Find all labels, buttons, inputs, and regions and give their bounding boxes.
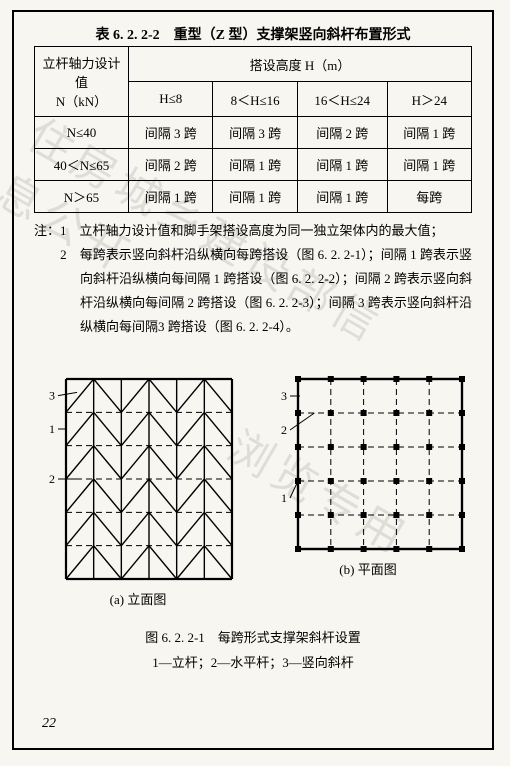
cell: 间隔 1 跨 [213,149,297,181]
col-h2: 8＜H≤16 [213,82,297,117]
table-title: 表 6. 2. 2-2 重型（Z 型）支撑架竖向斜杆布置形式 [34,18,472,46]
plan-svg: 3 2 1 [270,373,466,553]
col-h3: 16＜H≤24 [297,82,387,117]
note-2: 2 每跨表示竖向斜杆沿纵横向每跨搭设（图 6. 2. 2-1）；间隔 1 跨表示… [34,243,472,339]
figure-title: 图 6. 2. 2-1 每跨形式支撑架斜杆设置 [34,626,472,651]
cell: 间隔 1 跨 [387,149,471,181]
col-h4: H＞24 [387,82,471,117]
cell: 间隔 3 跨 [129,117,213,149]
svg-text:2: 2 [281,423,287,437]
row1-head: N≤40 [35,117,129,149]
cell: 间隔 3 跨 [213,117,297,149]
figure-legend: 1—立杆；2—水平杆；3—竖向斜杆 [34,651,472,676]
table-row: N≤40 间隔 3 跨 间隔 3 跨 间隔 2 跨 间隔 1 跨 [35,117,472,149]
table-row: 40＜N≤65 间隔 2 跨 间隔 1 跨 间隔 1 跨 间隔 1 跨 [35,149,472,181]
svg-text:2: 2 [49,472,55,486]
row3-head: N＞65 [35,181,129,213]
figure-caption: 图 6. 2. 2-1 每跨形式支撑架斜杆设置 1—立杆；2—水平杆；3—竖向斜… [34,626,472,675]
notes-prefix: 注： [34,223,60,238]
note-1: 注：1 立杆轴力设计值和脚手架搭设高度为同一独立架体内的最大值； [34,219,472,243]
content-area: 表 6. 2. 2-2 重型（Z 型）支撑架竖向斜杆布置形式 立杆轴力设计值 N… [14,12,492,676]
figure-a-label: (a) 立面图 [40,589,236,608]
figure-b: 3 2 1 (b) 平面图 [270,373,466,608]
height-header: 搭设高度 H（m） [129,47,472,82]
rowhead: 立杆轴力设计值 N（kN） [35,47,129,117]
note-2-num: 2 [60,247,67,262]
table-row: N＞65 间隔 1 跨 间隔 1 跨 间隔 1 跨 每跨 [35,181,472,213]
page-frame: 住房城乡建设部信息公开 浏览专用 表 6. 2. 2-2 重型（Z 型）支撑架竖… [12,10,494,750]
note-1-num: 1 [60,223,67,238]
row2-head: 40＜N≤65 [35,149,129,181]
cell: 间隔 1 跨 [297,181,387,213]
rowhead-l2: N（kN） [56,94,107,109]
note-2-text: 每跨表示竖向斜杆沿纵横向每跨搭设（图 6. 2. 2-1）；间隔 1 跨表示竖向… [80,247,472,334]
cell: 间隔 1 跨 [387,117,471,149]
svg-text:3: 3 [49,389,55,403]
cell: 间隔 1 跨 [129,181,213,213]
figure-a: 3 1 2 (a) 立面图 [40,373,236,608]
elevation-svg: 3 1 2 [40,373,236,583]
svg-text:1: 1 [49,422,55,436]
notes: 注：1 立杆轴力设计值和脚手架搭设高度为同一独立架体内的最大值； 2 每跨表示竖… [34,219,472,339]
cell: 间隔 1 跨 [213,181,297,213]
figure-b-label: (b) 平面图 [270,559,466,578]
cell: 间隔 1 跨 [297,149,387,181]
rowhead-l1: 立杆轴力设计值 [42,56,120,90]
cell: 间隔 2 跨 [129,149,213,181]
cell: 间隔 2 跨 [297,117,387,149]
page-number: 22 [42,716,56,732]
spec-table: 立杆轴力设计值 N（kN） 搭设高度 H（m） H≤8 8＜H≤16 16＜H≤… [34,46,472,213]
note-1-text: 立杆轴力设计值和脚手架搭设高度为同一独立架体内的最大值； [80,223,444,238]
svg-text:3: 3 [281,389,287,403]
figures-row: 3 1 2 (a) 立面图 3 2 1 (b) 平面图 [34,373,472,608]
svg-text:1: 1 [281,491,287,505]
col-h1: H≤8 [129,82,213,117]
cell: 每跨 [387,181,471,213]
